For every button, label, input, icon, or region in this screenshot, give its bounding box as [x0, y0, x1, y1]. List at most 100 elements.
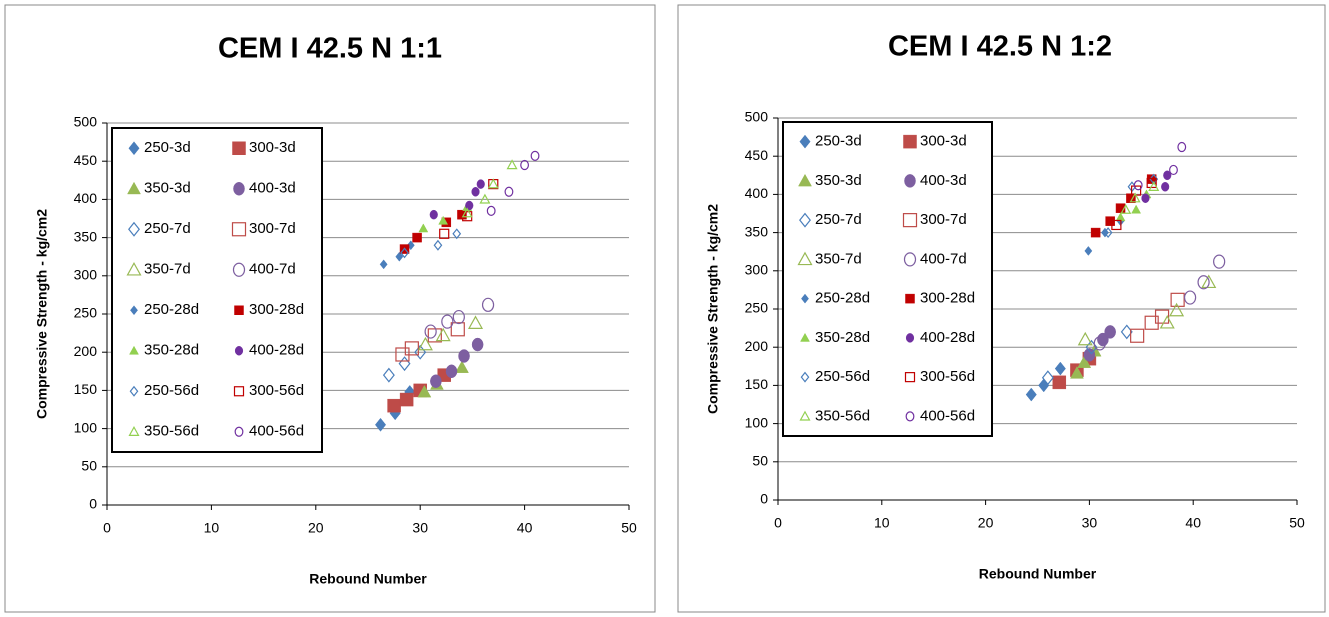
point	[1093, 336, 1106, 351]
legend-label: 250-7d	[144, 220, 191, 237]
legend-label: 300-3d	[920, 133, 967, 150]
y-tick-label: 50	[752, 453, 768, 469]
y-tick-label: 400	[745, 185, 769, 201]
legend-label: 350-56d	[815, 407, 870, 424]
point	[520, 159, 530, 171]
point	[1154, 309, 1170, 324]
legend-marker	[801, 293, 809, 304]
legend-label: 400-7d	[920, 250, 967, 267]
point	[1054, 361, 1066, 376]
legend-marker	[234, 426, 244, 437]
point	[461, 207, 473, 218]
point	[471, 187, 480, 197]
point	[1141, 193, 1150, 203]
legend-label: 250-3d	[815, 133, 862, 150]
chart-title: CEM I 42.5 N 1:1	[218, 33, 442, 65]
point	[1197, 275, 1210, 290]
point	[1041, 370, 1054, 386]
point	[1169, 302, 1185, 317]
legend-marker	[232, 262, 246, 277]
legend-label: 250-7d	[815, 211, 862, 228]
point	[1149, 173, 1159, 185]
x-tick-label: 30	[412, 520, 428, 536]
point	[395, 251, 404, 262]
legend-label: 350-7d	[144, 261, 191, 278]
y-tick-label: 200	[74, 343, 98, 359]
point	[1083, 348, 1096, 362]
legend-label: 300-28d	[920, 290, 975, 307]
x-tick-label: 10	[874, 515, 890, 531]
legend-marker	[904, 174, 916, 188]
x-axis-label: Rebound Number	[309, 571, 427, 587]
legend-marker	[129, 385, 139, 397]
point	[452, 228, 462, 240]
point	[1213, 254, 1226, 269]
legend-label: 250-28d	[144, 301, 199, 318]
point	[458, 349, 470, 363]
legend-box	[782, 121, 993, 437]
legend-label: 350-28d	[815, 329, 870, 346]
point	[435, 327, 451, 342]
x-tick-label: 40	[517, 520, 533, 536]
legend-marker	[234, 305, 244, 315]
legend-marker	[126, 262, 142, 276]
point	[375, 417, 387, 432]
point	[430, 374, 442, 388]
point	[433, 239, 443, 251]
legend-marker	[234, 346, 244, 356]
y-tick-label: 200	[745, 338, 769, 354]
point	[417, 384, 432, 398]
legend-label: 400-3d	[920, 172, 967, 189]
point	[445, 364, 458, 379]
point	[387, 398, 401, 413]
legend-label: 300-56d	[249, 382, 304, 399]
legend-marker	[905, 293, 915, 304]
legend-marker	[233, 386, 245, 397]
legend-marker	[903, 252, 917, 267]
point	[1177, 141, 1187, 153]
legend-label: 400-7d	[249, 261, 296, 278]
point	[468, 315, 484, 329]
chart: CEM I 42.5 N 1:1050100150200250300350400…	[4, 4, 656, 613]
point	[1111, 219, 1122, 231]
point	[1025, 387, 1037, 402]
point	[412, 232, 422, 243]
point	[455, 360, 469, 373]
legend-marker	[905, 411, 915, 422]
x-tick-label: 20	[978, 515, 994, 531]
legend-label: 400-28d	[249, 342, 304, 359]
y-tick-label: 0	[760, 491, 768, 507]
y-axis-label: Compressive Strength - kg/cm2	[705, 204, 721, 414]
point	[1103, 227, 1113, 239]
point	[429, 209, 438, 220]
point	[1148, 181, 1160, 191]
point	[1090, 227, 1101, 238]
point	[1133, 180, 1143, 191]
point	[382, 367, 395, 383]
point	[450, 322, 465, 337]
point	[486, 205, 496, 216]
legend-marker	[905, 333, 915, 343]
x-tick-label: 30	[1082, 515, 1098, 531]
y-tick-label: 50	[81, 458, 97, 474]
y-tick-label: 350	[74, 228, 98, 244]
x-tick-label: 0	[103, 520, 111, 536]
y-axis-label: Compressive Strength - kg/cm2	[34, 209, 50, 419]
point	[471, 337, 484, 352]
legend-marker	[902, 213, 918, 228]
legend-marker	[800, 332, 810, 342]
legend-marker	[231, 222, 247, 237]
point	[481, 297, 495, 312]
legend-label: 250-56d	[815, 368, 870, 385]
point	[1104, 325, 1116, 339]
point	[506, 159, 518, 170]
point	[1161, 182, 1170, 192]
legend-label: 400-3d	[249, 180, 296, 197]
legend-label: 250-56d	[144, 382, 199, 399]
y-tick-label: 250	[74, 305, 98, 321]
point	[404, 341, 419, 356]
point	[457, 209, 467, 220]
legend-label: 400-56d	[920, 407, 975, 424]
point	[1146, 177, 1157, 189]
